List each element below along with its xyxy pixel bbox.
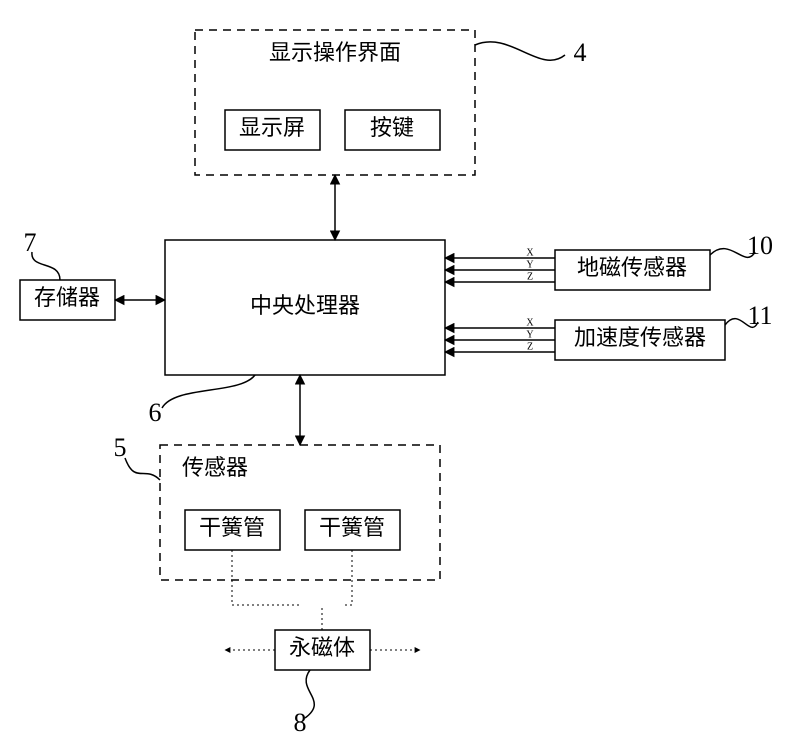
edge-mark-geo-x: X (526, 247, 534, 258)
label-reed1: 干簧管 (199, 515, 265, 540)
edge-mark-geo-z: Z (527, 271, 533, 282)
edge-reed1-down (232, 550, 300, 605)
callout-num-5: 5 (114, 433, 127, 462)
callout-curve-4 (475, 42, 565, 60)
label-sensor_panel: 传感器 (182, 455, 248, 480)
label-reed2: 干簧管 (319, 515, 385, 540)
edge-mark-acc-z: Z (527, 341, 533, 352)
edge-mark-geo-y: Y (526, 259, 533, 270)
label-display_panel: 显示操作界面 (269, 40, 401, 65)
label-memory: 存储器 (34, 285, 100, 310)
edge-reed2-down (345, 550, 352, 605)
label-cpu: 中央处理器 (250, 293, 360, 318)
callout-num-11: 11 (747, 301, 772, 330)
callout-curve-6 (162, 375, 255, 408)
label-geomag: 地磁传感器 (577, 255, 687, 280)
callout-num-7: 7 (24, 228, 37, 257)
callout-num-8: 8 (294, 708, 307, 737)
label-magnet: 永磁体 (289, 635, 355, 660)
edge-mark-acc-x: X (526, 317, 534, 328)
label-screen: 显示屏 (239, 115, 305, 140)
label-accel: 加速度传感器 (574, 325, 706, 350)
label-buttons: 按键 (370, 115, 414, 140)
callout-curve-5 (125, 458, 160, 480)
edge-mark-acc-y: Y (526, 329, 533, 340)
callout-num-10: 10 (747, 231, 773, 260)
callout-num-4: 4 (574, 38, 587, 67)
callout-num-6: 6 (149, 398, 162, 427)
